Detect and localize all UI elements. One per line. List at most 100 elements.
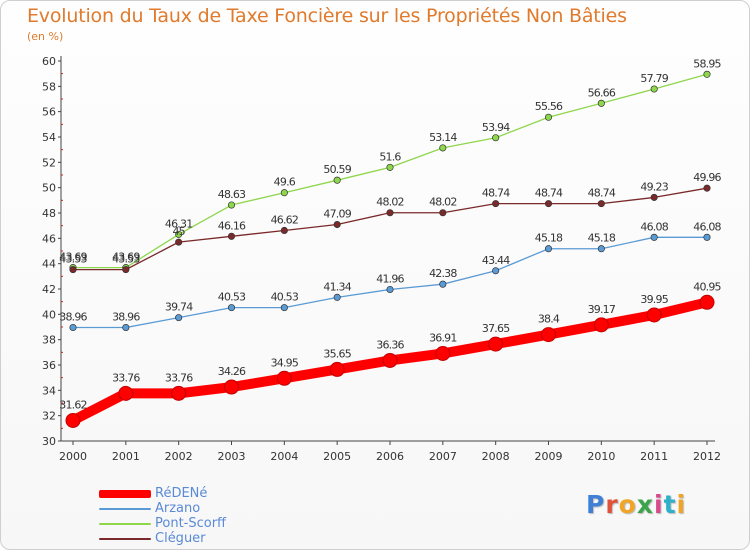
data-point xyxy=(280,189,288,197)
data-point xyxy=(650,233,658,241)
data-label: 48.63 xyxy=(218,188,246,201)
data-label: 48.02 xyxy=(376,196,404,209)
x-tick-label: 2000 xyxy=(59,450,87,463)
legend-label: Arzano xyxy=(155,500,201,516)
data-point xyxy=(175,230,183,238)
data-point xyxy=(439,144,447,152)
x-tick-label: 2012 xyxy=(693,450,721,463)
legend-label: Pont-Scorff xyxy=(155,515,227,531)
data-point xyxy=(488,336,504,352)
data-label: 45.18 xyxy=(535,232,563,245)
x-tick-label: 2006 xyxy=(376,450,404,463)
data-label: 40.95 xyxy=(693,280,721,293)
data-label: 40.53 xyxy=(271,291,299,304)
data-label: 46.31 xyxy=(165,217,193,230)
y-tick-label: 36 xyxy=(42,359,56,372)
x-tick-label: 2009 xyxy=(535,450,563,463)
data-label: 37.65 xyxy=(482,322,510,335)
y-tick-label: 30 xyxy=(42,435,56,448)
data-point xyxy=(276,370,292,386)
data-point xyxy=(492,134,500,142)
data-label: 41.34 xyxy=(323,280,351,293)
data-point xyxy=(171,385,187,401)
proxiti-logo: Proxiti xyxy=(586,490,686,519)
data-point xyxy=(69,323,77,332)
data-point xyxy=(650,193,658,201)
legend-label: Cléguer xyxy=(155,530,206,546)
data-point xyxy=(597,200,605,208)
data-label: 45 xyxy=(172,225,185,238)
data-label: 46.62 xyxy=(271,213,299,226)
data-label: 40.53 xyxy=(218,291,246,304)
data-label: 49.96 xyxy=(693,171,721,184)
legend-item: RéDENé xyxy=(99,486,226,501)
data-label: 39.17 xyxy=(588,303,616,316)
data-point xyxy=(597,99,605,107)
y-tick-label: 54 xyxy=(42,131,56,144)
data-label: 48.74 xyxy=(588,187,616,200)
data-point xyxy=(703,233,711,241)
data-label: 42.38 xyxy=(429,267,457,280)
chart-title: Evolution du Taux de Taxe Foncière sur l… xyxy=(27,5,627,27)
data-point xyxy=(386,285,394,294)
data-label: 53.14 xyxy=(429,131,457,144)
data-label: 41.96 xyxy=(376,273,404,286)
data-point xyxy=(65,412,81,428)
data-label: 48.74 xyxy=(482,187,510,200)
legend-item: Cléguer xyxy=(99,531,226,546)
y-tick-label: 56 xyxy=(42,106,56,119)
logo-letter: r xyxy=(605,490,619,519)
data-point xyxy=(122,323,130,332)
legend-swatch xyxy=(99,537,151,540)
data-point xyxy=(118,385,134,401)
data-point xyxy=(280,226,288,235)
data-point xyxy=(224,379,239,395)
data-label: 53.94 xyxy=(482,121,510,134)
x-tick-label: 2010 xyxy=(587,450,615,463)
data-label: 31.62 xyxy=(59,398,87,411)
x-tick-label: 2005 xyxy=(323,450,351,463)
data-label: 46.08 xyxy=(640,220,668,233)
data-label: 33.76 xyxy=(165,371,193,384)
data-point xyxy=(597,245,605,253)
data-label: 43.69 xyxy=(59,251,87,264)
y-tick-label: 50 xyxy=(42,182,56,195)
data-point xyxy=(227,304,236,312)
logo-letter: i xyxy=(676,490,687,519)
data-point xyxy=(69,266,77,274)
data-label: 38.96 xyxy=(112,311,140,324)
y-tick-label: 34 xyxy=(42,384,56,397)
data-label: 48.02 xyxy=(429,196,457,209)
y-tick-label: 40 xyxy=(42,308,56,321)
chart-legend: RéDENé Arzano Pont-Scorff Cléguer xyxy=(99,486,226,546)
data-label: 43.44 xyxy=(482,254,510,267)
data-label: 48.74 xyxy=(535,187,563,200)
data-label: 39.95 xyxy=(640,293,668,306)
data-label: 34.26 xyxy=(218,365,246,378)
data-label: 38.96 xyxy=(59,311,87,324)
data-label: 49.23 xyxy=(640,180,668,193)
y-tick-label: 60 xyxy=(42,55,56,68)
y-tick-label: 38 xyxy=(42,334,56,347)
data-label: 38.4 xyxy=(538,313,560,326)
data-point xyxy=(593,317,609,333)
y-tick-label: 52 xyxy=(42,156,56,169)
data-label: 46.16 xyxy=(218,219,246,232)
data-label: 55.56 xyxy=(535,100,563,113)
x-tick-label: 2011 xyxy=(640,450,668,463)
data-point xyxy=(333,220,341,229)
data-point xyxy=(386,209,394,217)
data-point xyxy=(646,307,662,323)
data-point xyxy=(544,245,553,253)
data-label: 35.65 xyxy=(323,347,351,360)
x-tick-label: 2004 xyxy=(270,450,298,463)
data-point xyxy=(492,200,500,208)
y-tick-label: 58 xyxy=(42,80,56,93)
data-label: 36.91 xyxy=(429,331,457,344)
legend-label: RéDENé xyxy=(155,485,208,501)
data-label: 45.18 xyxy=(588,232,616,245)
data-point xyxy=(544,200,553,208)
data-point xyxy=(386,163,394,171)
data-label: 43.53 xyxy=(59,253,87,266)
logo-letter: o xyxy=(618,490,637,519)
